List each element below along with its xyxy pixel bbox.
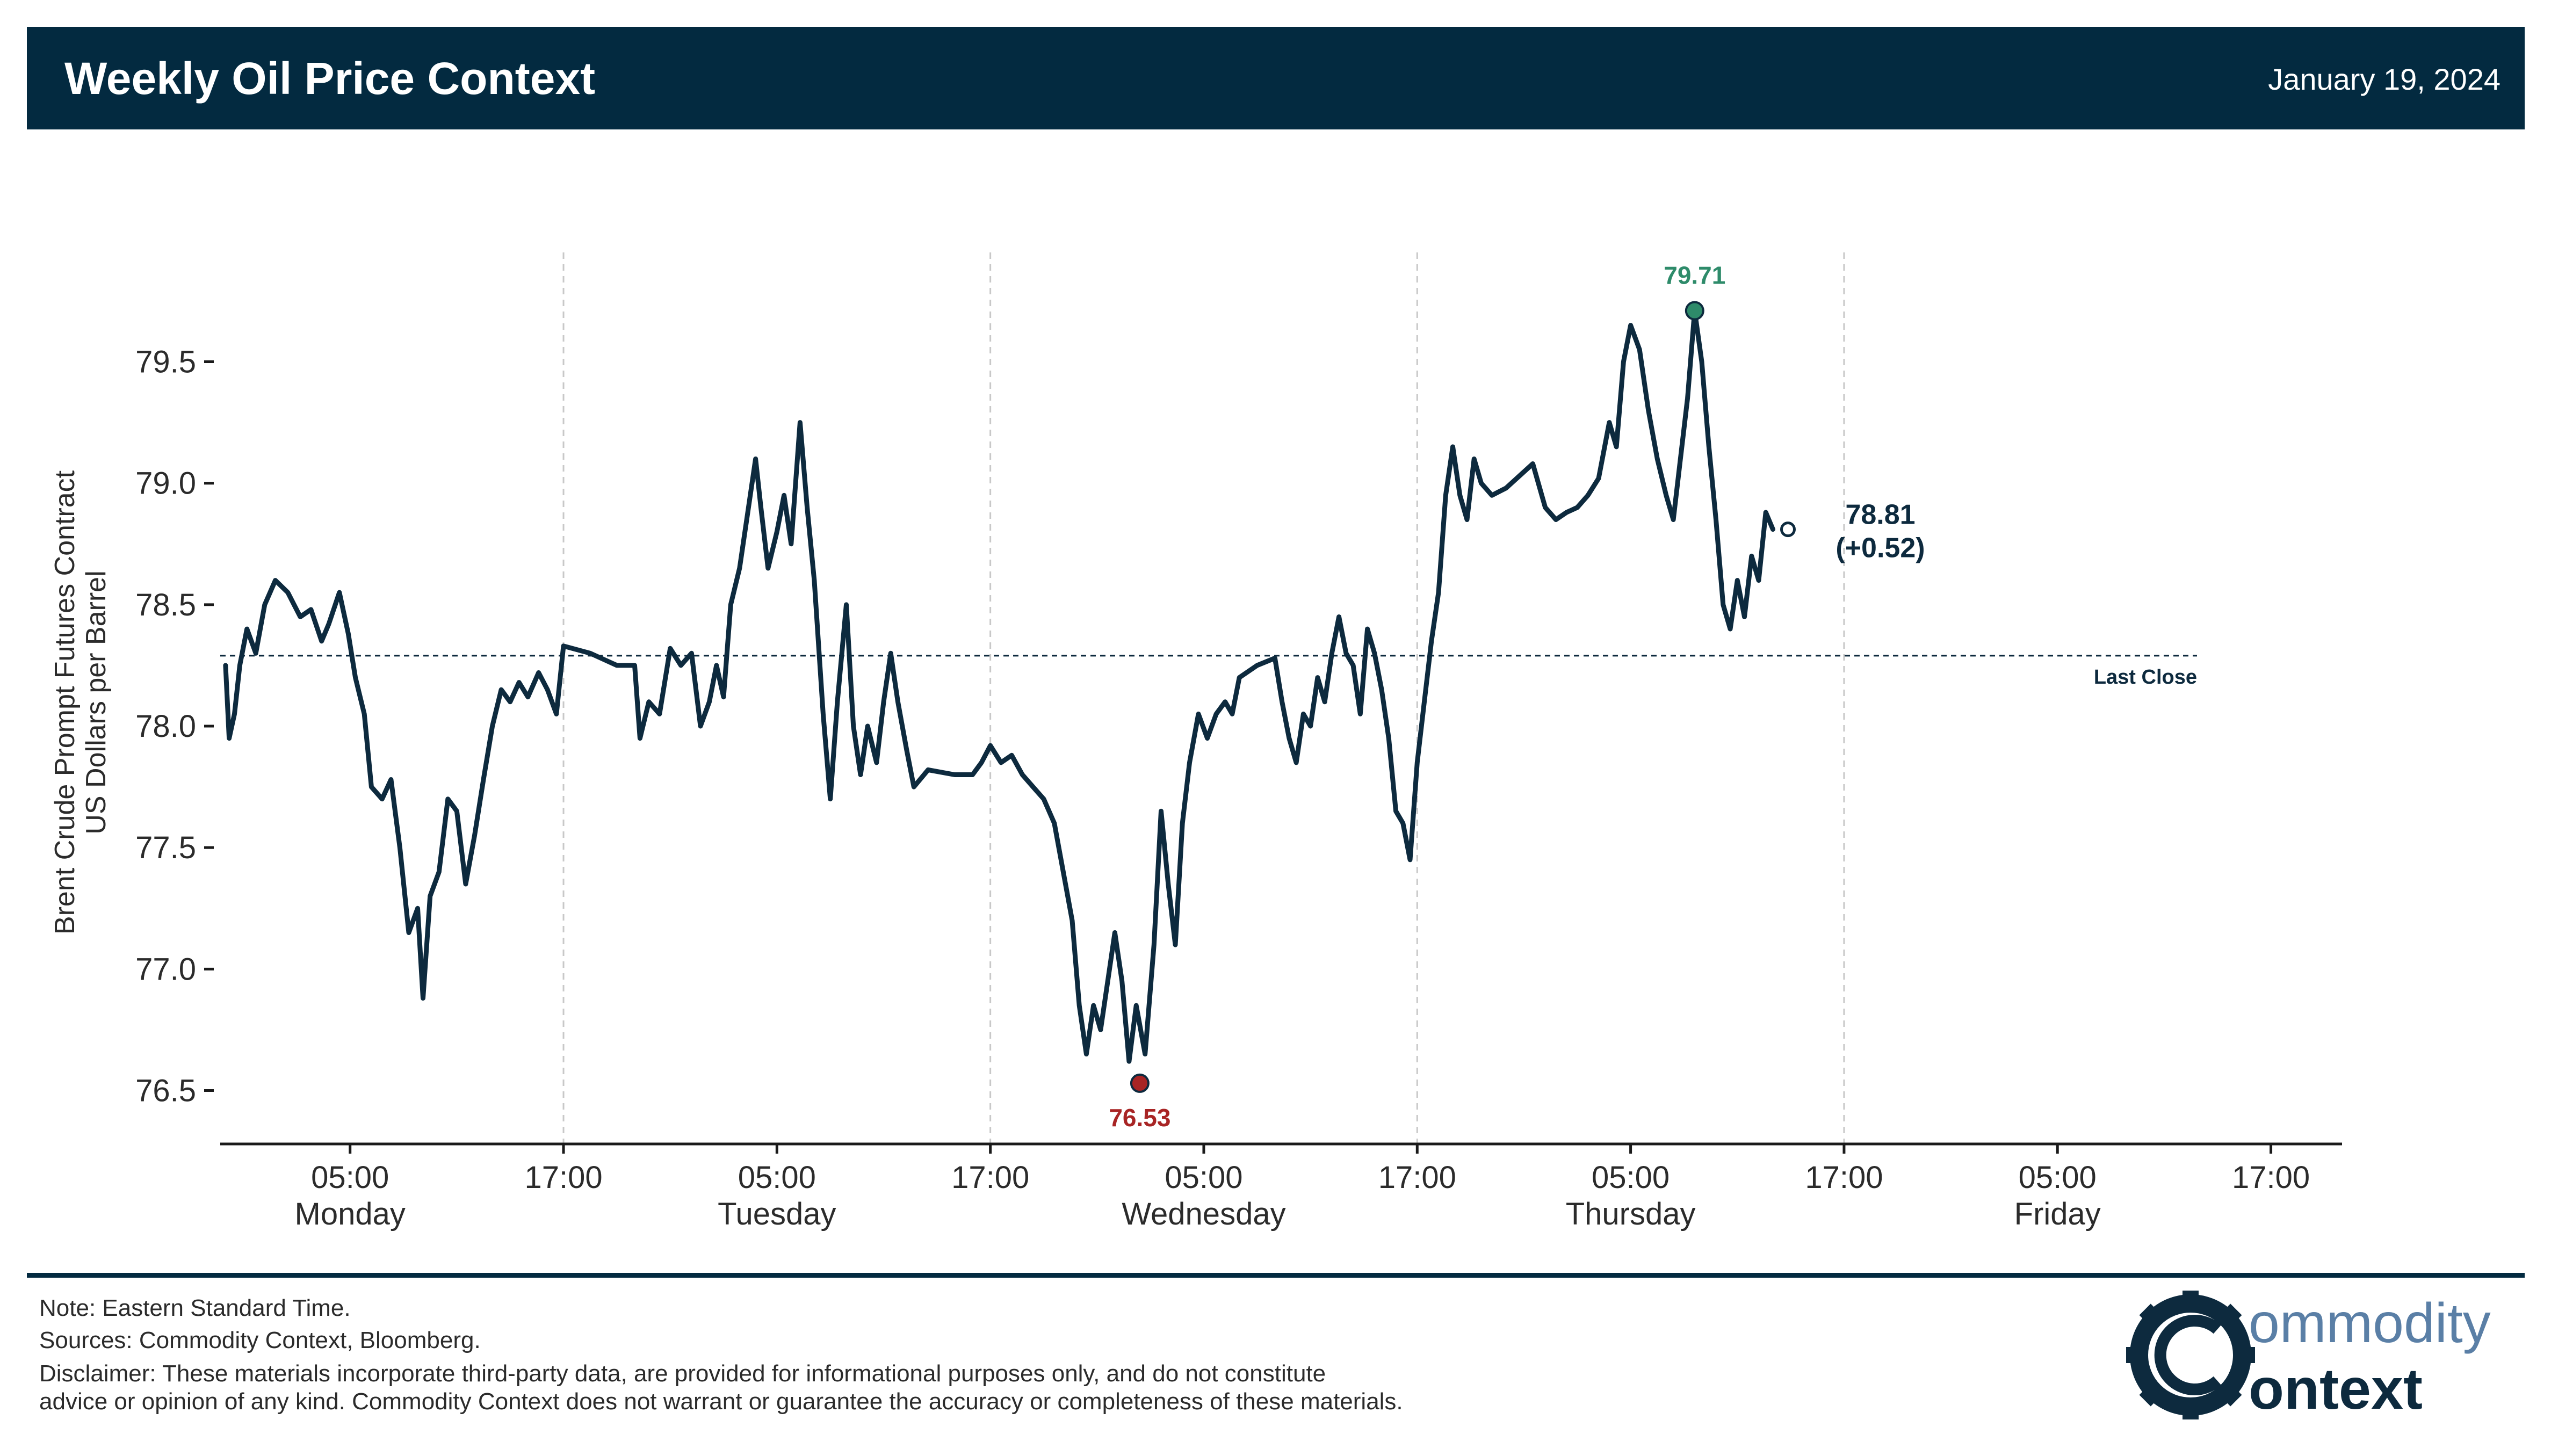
report-date: January 19, 2024	[2268, 62, 2501, 96]
x-tick-time-label: 17:00	[951, 1160, 1029, 1195]
footnote-sources: Sources: Commodity Context, Bloomberg.	[39, 1327, 481, 1353]
last-close-label: Last Close	[2094, 666, 2197, 689]
x-tick-time-label: 05:00	[311, 1160, 389, 1195]
x-tick-day-label: Friday	[2014, 1197, 2101, 1232]
gear-icon	[2126, 1291, 2255, 1419]
low-point-marker	[1130, 1073, 1150, 1093]
price-series-group	[223, 308, 1775, 1064]
x-tick-time-label: 05:00	[1592, 1160, 1670, 1195]
x-tick-time-label: 17:00	[524, 1160, 602, 1195]
x-tick-time-label: 05:00	[2019, 1160, 2097, 1195]
disclaimer-line-2: advice or opinion of any kind. Commodity…	[39, 1388, 1403, 1415]
y-tick-label: 77.0	[135, 952, 196, 987]
commodity-context-logo: ommodity ontext	[2126, 1291, 2491, 1421]
vertical-gridlines	[562, 252, 1845, 1144]
page-title: Weekly Oil Price Context	[64, 53, 596, 104]
y-tick-label: 76.5	[135, 1073, 196, 1108]
high-point-label: 79.71	[1664, 262, 1725, 289]
x-tick-day-label: Monday	[295, 1197, 406, 1232]
axes: 76.577.077.578.078.579.079.505:00Monday1…	[135, 345, 2342, 1232]
y-tick-label: 78.0	[135, 709, 196, 744]
disclaimer-line-1: Disclaimer: These materials incorporate …	[39, 1360, 1326, 1387]
low-point-label: 76.53	[1109, 1104, 1170, 1132]
last-point-marker	[1780, 521, 1796, 538]
y-tick-label: 77.5	[135, 830, 196, 865]
y-axis-label-line1: Brent Crude Prompt Futures Contract	[49, 470, 81, 935]
last-price-label: 78.81	[1845, 499, 1915, 531]
logo-word-context: ontext	[2249, 1356, 2423, 1421]
x-tick-time-label: 05:00	[738, 1160, 816, 1195]
y-tick-label: 79.5	[135, 345, 196, 380]
footer-divider	[27, 1273, 2525, 1278]
price-line	[223, 308, 1775, 1064]
x-tick-time-label: 05:00	[1165, 1160, 1242, 1195]
y-axis-label-line2: US Dollars per Barrel	[81, 570, 112, 834]
x-tick-time-label: 17:00	[1805, 1160, 1883, 1195]
logo-word-commodity: ommodity	[2249, 1292, 2491, 1354]
y-tick-label: 78.5	[135, 588, 196, 622]
x-tick-day-label: Thursday	[1566, 1197, 1696, 1232]
x-tick-time-label: 17:00	[2232, 1160, 2310, 1195]
x-tick-day-label: Tuesday	[718, 1197, 836, 1232]
x-tick-time-label: 17:00	[1378, 1160, 1456, 1195]
high-point-marker	[1685, 301, 1704, 321]
y-tick-label: 79.0	[135, 466, 196, 501]
header-bar: Weekly Oil Price Context January 19, 202…	[27, 27, 2525, 129]
footnote-time: Note: Eastern Standard Time.	[39, 1295, 351, 1321]
x-tick-day-label: Wednesday	[1122, 1197, 1285, 1232]
last-change-label: (+0.52)	[1835, 533, 1925, 564]
annotations: 79.71 76.53 78.81(+0.52) Last Close	[1109, 262, 2197, 1132]
